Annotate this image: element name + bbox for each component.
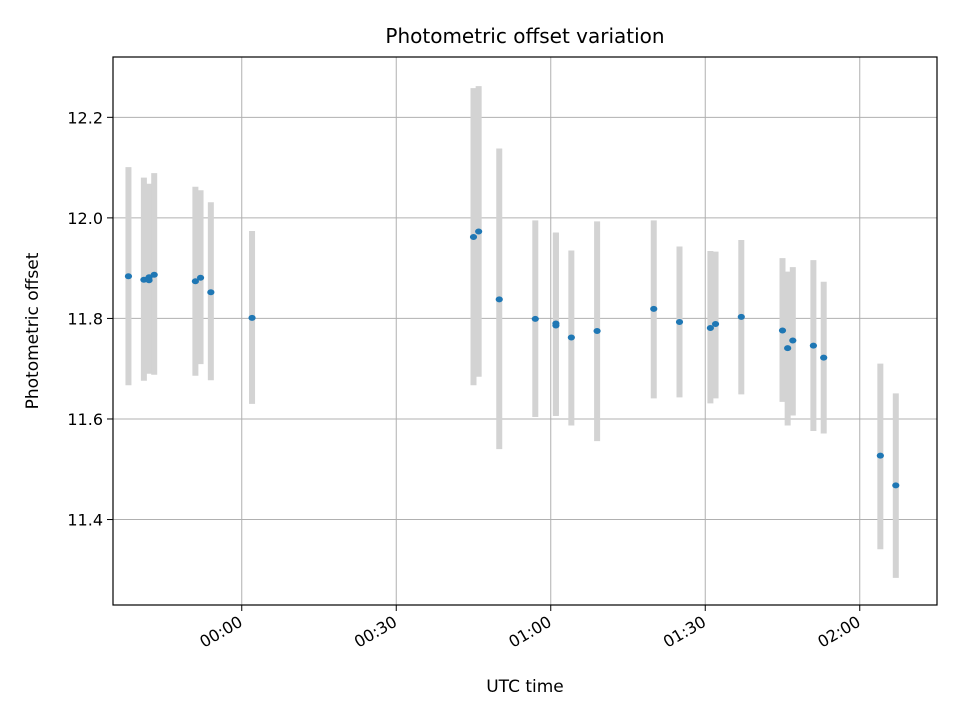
data-point: [711, 320, 720, 327]
data-point: [248, 314, 256, 321]
data-point: [191, 278, 199, 285]
y-tick-label: 12.2: [67, 108, 103, 127]
data-point: [809, 342, 818, 349]
x-axis: 00:00 00:30 01:00 01:30 02:00: [196, 605, 864, 652]
x-tick-label: 00:30: [351, 612, 400, 652]
data-point: [675, 318, 684, 325]
data-point: [789, 337, 797, 344]
data-point: [876, 452, 884, 459]
data-point: [784, 345, 792, 352]
data-point: [150, 271, 158, 278]
y-axis-label: Photometric offset: [23, 252, 43, 409]
data-point: [475, 228, 483, 235]
y-tick-label: 11.4: [67, 511, 103, 530]
y-axis: 11.4 11.6 11.8 12.0 12.2: [67, 108, 113, 530]
data-point: [196, 274, 205, 281]
x-tick-label: 01:30: [660, 612, 709, 652]
y-tick-label: 11.8: [67, 309, 103, 328]
data-point: [124, 273, 133, 280]
data-point: [650, 305, 658, 312]
data-point: [820, 354, 828, 361]
data-point: [706, 324, 715, 331]
data-point: [531, 315, 539, 322]
x-tick-label: 01:00: [505, 612, 554, 652]
data-point: [778, 327, 787, 334]
y-tick-label: 11.6: [67, 410, 103, 429]
data-points: [124, 228, 900, 489]
data-point: [593, 328, 601, 334]
chart-title: Photometric offset variation: [385, 24, 664, 48]
x-tick-label: 00:00: [196, 612, 245, 652]
plot-frame: [112, 56, 938, 606]
data-point: [737, 313, 745, 320]
data-point: [495, 296, 503, 303]
x-tick-label: 02:00: [814, 612, 863, 652]
data-point: [567, 334, 575, 341]
x-axis-label: UTC time: [486, 677, 564, 697]
grid: [113, 57, 937, 605]
data-point: [892, 482, 900, 489]
y-tick-label: 12.0: [67, 209, 103, 228]
data-point: [207, 289, 215, 296]
data-point: [552, 320, 560, 327]
data-point: [469, 233, 478, 240]
data-point: [145, 277, 153, 284]
